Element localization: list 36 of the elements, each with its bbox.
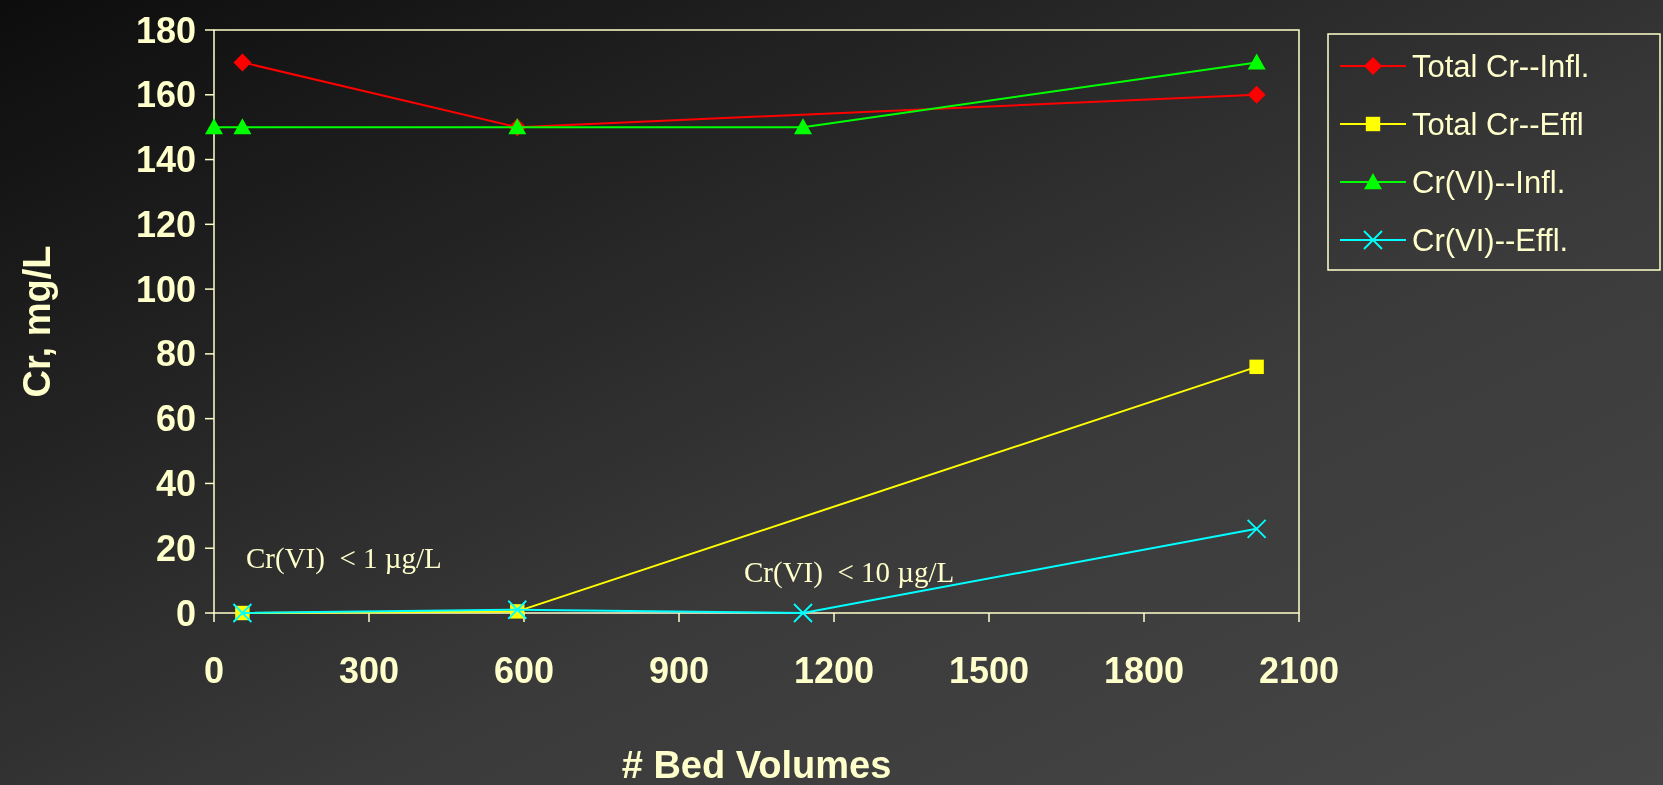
point [1249, 359, 1264, 375]
y-tick-label: 140 [135, 139, 196, 181]
y-tick-label: 160 [135, 74, 196, 116]
y-tick-label: 40 [155, 463, 196, 505]
x-axis-title: # Bed Volumes [621, 744, 892, 785]
legend-label: Total Cr--Infl. [1412, 48, 1590, 84]
y-tick-label: 60 [155, 398, 196, 440]
y-tick-label: 120 [135, 203, 196, 245]
y-tick-label: 20 [155, 527, 196, 569]
x-tick-label: 900 [648, 650, 710, 691]
point [1247, 85, 1266, 104]
point [1247, 53, 1266, 70]
x-tick-label: 300 [338, 650, 400, 691]
x-tick-label: 1200 [793, 650, 875, 691]
y-tick-label: 100 [135, 268, 196, 310]
x-tick-label: 0 [203, 650, 225, 691]
legend-label: Total Cr--Effl [1412, 106, 1584, 142]
point [233, 53, 252, 72]
point [507, 599, 528, 620]
legend-label: Cr(VI)--Effl. [1412, 222, 1569, 258]
y-axis-title: Cr, mg/L [16, 245, 58, 398]
legend-label: Cr(VI)--Infl. [1412, 164, 1566, 200]
point [1246, 518, 1267, 539]
point [794, 118, 812, 135]
x-tick-label: 600 [493, 650, 555, 691]
y-tick-label: 180 [135, 9, 196, 51]
y-tick-label: 0 [175, 592, 196, 634]
annotation: Cr(VI) < 10 µg/L [744, 556, 955, 589]
x-tick-label: 2100 [1258, 650, 1340, 691]
annotation: Cr(VI) < 1 µg/L [246, 542, 442, 575]
point [233, 118, 252, 135]
point [205, 118, 223, 135]
y-tick-label: 80 [155, 333, 196, 375]
point [793, 603, 813, 623]
x-tick-label: 1800 [1103, 650, 1185, 691]
x-tick-label: 1500 [948, 650, 1030, 691]
